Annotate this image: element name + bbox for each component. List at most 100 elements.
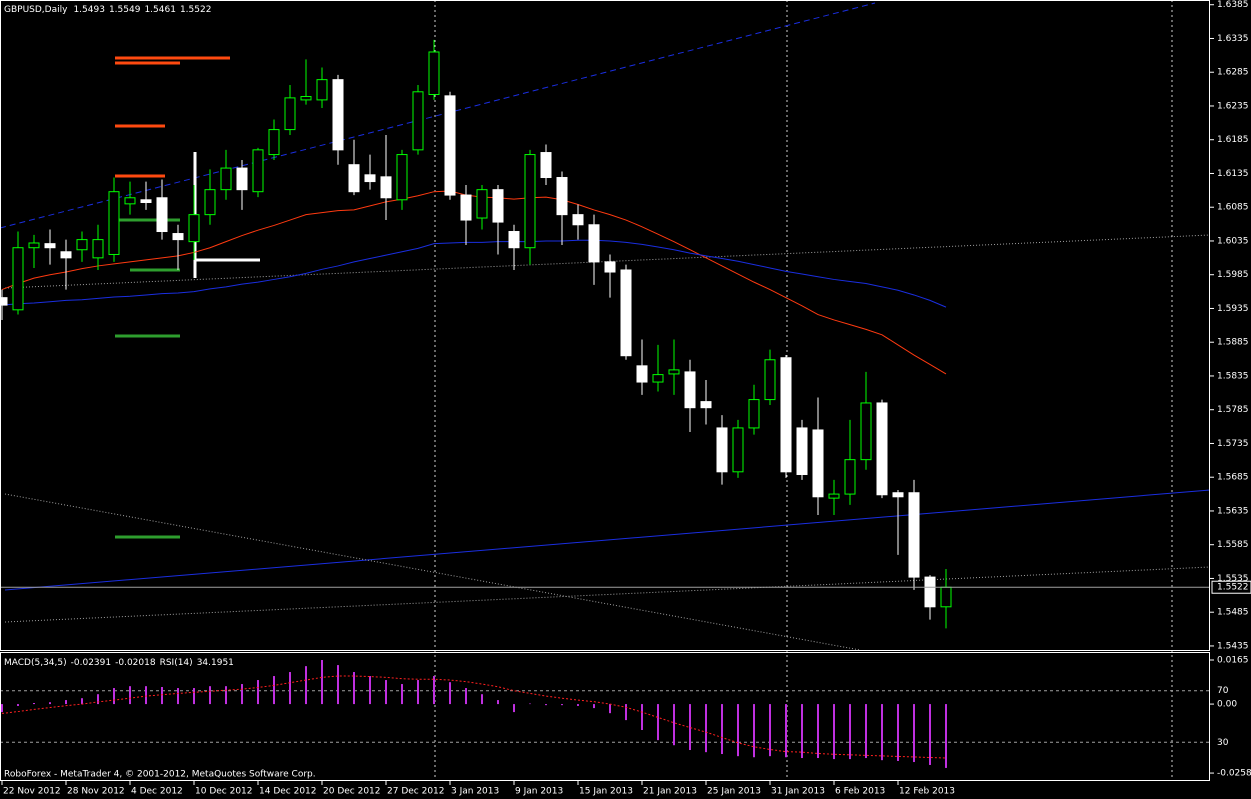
candle-body [828,493,840,499]
y-tick-label: 1.5435 [1217,641,1249,651]
x-tick-label: 21 Jan 2013 [643,787,697,797]
candle-body [764,359,776,401]
y-tick-label: 1.6285 [1217,68,1249,78]
candle-body [812,429,824,498]
candle-body [188,214,200,243]
y-tick-label: 1.5835 [1217,371,1249,381]
candle-body [220,167,232,191]
candle-body [940,586,952,608]
channel-line [4,566,1211,623]
candle-body [652,374,664,383]
y-tick-label: 0.00 [1217,700,1237,710]
candle-body [604,261,616,273]
candle-body [204,189,216,216]
x-tick-label: 10 Dec 2012 [195,787,253,797]
candle-body [412,91,424,151]
candle-body [92,239,104,259]
ohlc-low: 1.5461 [144,5,176,15]
main-frame [0,0,1210,651]
price-label: 1.5522 [1217,583,1249,593]
y-tick-label: 1.5885 [1217,338,1249,348]
candle-body [780,357,792,473]
y-tick-label: 1.6385 [1217,0,1249,10]
candle-body [844,459,856,495]
y-tick-label: 1.5535 [1217,574,1249,584]
candle-body [268,129,280,156]
signal-value: -0.02018 [115,658,156,668]
candle-body [284,97,296,131]
candle-body [748,399,760,429]
x-tick-label: 15 Jan 2013 [579,787,633,797]
y-tick-label: -0.02583 [1217,769,1251,779]
y-tick-label: 1.5785 [1217,405,1249,415]
candle-body [396,154,408,201]
moving-average [1,239,947,308]
candle-body [716,427,728,473]
candle-body [508,231,520,249]
candle-body [620,269,632,357]
candle-body [316,79,328,101]
candle-body [60,251,72,259]
candle-body [636,365,648,383]
candle-body [380,176,392,199]
candle-body [428,51,440,95]
candle-body [444,95,456,196]
candle-body [684,371,696,409]
candle-body [252,149,264,193]
symbol: GBPUSD,Daily [4,5,68,15]
x-tick-label: 4 Dec 2012 [131,787,183,797]
candle-body [924,576,936,608]
candle-body [236,167,248,191]
y-tick-label: 0.0165 [1217,656,1249,666]
rsi-title: RSI(14) [160,658,193,668]
candle-body [44,243,56,249]
moving-average [1,190,947,375]
y-tick-label: 1.5585 [1217,540,1249,550]
rsi-value: 34.1951 [197,658,234,668]
candle-body [892,492,904,498]
trend-line [4,489,1211,591]
macd-title: MACD(5,34,5) [4,658,67,668]
x-tick-label: 20 Dec 2012 [323,787,381,797]
channel-line [4,493,861,651]
candle-body [588,224,600,263]
candle-body [524,154,536,249]
x-tick-label: 14 Dec 2012 [259,787,317,797]
candle-body [348,164,360,193]
macd-value: -0.02391 [71,658,111,668]
candle-body [0,297,8,306]
indicator-header: MACD(5,34,5) -0.02391 -0.02018 RSI(14) 34.19… [4,658,234,668]
candle-body [668,369,680,375]
y-tick-label: 1.5485 [1217,608,1249,618]
y-tick-label: 1.5735 [1217,439,1249,449]
x-tick-label: 31 Jan 2013 [771,787,825,797]
candle-body [476,189,488,219]
price-label-box [1211,580,1251,594]
candle-body [108,191,120,255]
x-tick-label: 3 Jan 2013 [451,787,499,797]
x-tick-label: 27 Dec 2012 [387,787,445,797]
candle-body [732,427,744,473]
header: GBPUSD,Daily 1.5493 1.5549 1.5461 1.5522 [4,5,211,15]
indicator-frame [0,652,1210,781]
candle-body [140,199,152,203]
y-tick-label: 1.6235 [1217,101,1249,111]
y-tick-label: 1.6135 [1217,169,1249,179]
candle-body [12,247,24,311]
footer: RoboForex - MetaTrader 4, © 2001-2012, M… [4,770,316,780]
candle-body [796,427,808,476]
candle-body [572,214,584,226]
x-tick-label: 9 Jan 2013 [515,787,563,797]
y-tick-label: 1.5935 [1217,304,1249,314]
y-tick-label: 1.5635 [1217,506,1249,516]
candle-body [860,402,872,461]
candle-body [556,177,568,216]
ohlc-high: 1.5549 [109,5,141,15]
y-tick-label: 1.6185 [1217,135,1249,145]
x-tick-label: 6 Feb 2013 [835,787,885,797]
candle-body [700,401,712,409]
x-tick-label: 28 Nov 2012 [67,787,125,797]
